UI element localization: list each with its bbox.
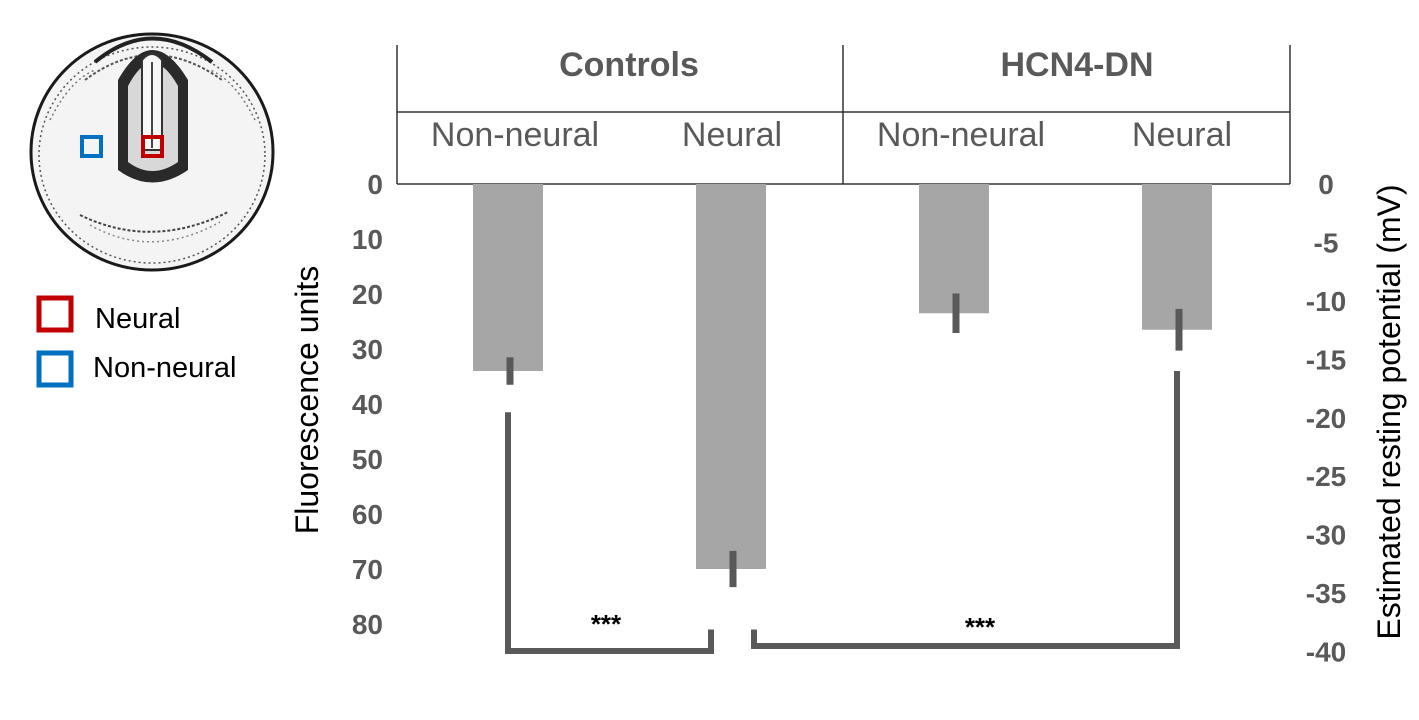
right-axis-ticks: 0 -5 -10 -15 -20 -25 -30 -35 -40 xyxy=(1306,169,1346,668)
left-tick-label: 80 xyxy=(352,609,383,640)
bar xyxy=(696,184,766,569)
bar xyxy=(473,184,543,371)
bars xyxy=(473,184,1212,569)
left-tick-label: 20 xyxy=(352,279,383,310)
error-bars xyxy=(506,293,1183,588)
right-tick-label: -25 xyxy=(1306,461,1346,492)
bar xyxy=(1142,184,1212,330)
legend: Neural Non-neural xyxy=(36,295,236,388)
significance-bracket xyxy=(751,371,1180,649)
non-neural-region-marker xyxy=(80,135,103,158)
y-axis-label-left: Fluorescence units xyxy=(289,266,325,535)
category-label-hcn4-neural: Neural xyxy=(1132,116,1232,154)
left-tick-label: 50 xyxy=(352,444,383,475)
legend-label-non-neural: Non-neural xyxy=(93,352,236,384)
right-tick-label: -35 xyxy=(1306,578,1346,609)
category-label-controls-neural: Neural xyxy=(682,116,782,154)
bar xyxy=(919,184,989,314)
left-tick-label: 70 xyxy=(352,554,383,585)
right-tick-label: -5 xyxy=(1314,227,1339,258)
left-tick-label: 0 xyxy=(367,169,383,200)
significance-bracket xyxy=(505,412,714,654)
significance-label: *** xyxy=(965,612,996,642)
right-tick-label: -10 xyxy=(1306,286,1346,317)
right-tick-label: -40 xyxy=(1306,637,1346,668)
right-tick-label: -20 xyxy=(1306,403,1346,434)
left-axis-ticks: 0 10 20 30 40 50 60 70 80 xyxy=(352,169,383,640)
significance-brackets: *** *** xyxy=(505,371,1180,654)
group-label-hcn4-dn: HCN4-DN xyxy=(1001,46,1154,84)
right-tick-label: -30 xyxy=(1306,520,1346,551)
y-axis-label-right: Estimated resting potential (mV) xyxy=(1371,184,1407,639)
legend-label-neural: Neural xyxy=(95,303,180,335)
embryo-illustration xyxy=(29,32,275,272)
left-tick-label: 60 xyxy=(352,499,383,530)
left-tick-label: 30 xyxy=(352,334,383,365)
category-label-hcn4-non-neural: Non-neural xyxy=(877,116,1045,154)
legend-swatch-neural xyxy=(36,295,74,333)
left-tick-label: 40 xyxy=(352,389,383,420)
category-label-controls-non-neural: Non-neural xyxy=(431,116,599,154)
category-header-frame xyxy=(396,45,1291,185)
group-label-controls: Controls xyxy=(559,46,699,84)
right-tick-label: 0 xyxy=(1318,169,1334,200)
right-tick-label: -15 xyxy=(1306,344,1346,375)
left-tick-label: 10 xyxy=(352,224,383,255)
neural-region-marker xyxy=(141,135,164,158)
legend-swatch-non-neural xyxy=(36,350,74,388)
significance-label: *** xyxy=(591,609,622,639)
